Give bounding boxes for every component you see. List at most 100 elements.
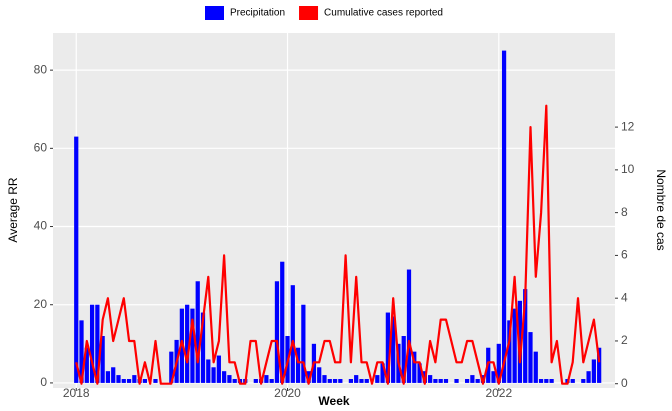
- bar: [438, 379, 443, 383]
- x-tick-label: 2022: [485, 386, 512, 400]
- bar: [216, 355, 221, 383]
- bar: [401, 336, 406, 383]
- bar: [417, 363, 422, 383]
- bar: [269, 379, 274, 383]
- bar: [433, 379, 438, 383]
- y2-tick-label: 8: [621, 205, 628, 219]
- bar: [443, 379, 449, 383]
- bar: [475, 379, 480, 383]
- y-tick-label: 60: [34, 141, 48, 155]
- bar: [570, 379, 575, 383]
- bar: [412, 351, 417, 383]
- bar: [470, 375, 475, 383]
- bar: [121, 379, 126, 383]
- bar: [406, 269, 412, 383]
- bar: [195, 281, 200, 383]
- bar: [538, 379, 544, 383]
- bar: [111, 367, 116, 383]
- marks: [74, 50, 602, 385]
- bar: [280, 261, 285, 383]
- bar: [179, 308, 184, 383]
- bar: [306, 371, 311, 383]
- legend-swatch: [205, 6, 224, 20]
- bar: [348, 379, 354, 383]
- bar: [385, 312, 390, 383]
- bar: [528, 332, 533, 383]
- bar: [132, 375, 137, 383]
- bar: [200, 312, 206, 383]
- bar: [190, 308, 195, 383]
- bar: [264, 375, 269, 383]
- bar: [84, 347, 89, 383]
- bar: [533, 351, 538, 383]
- bar: [274, 281, 280, 383]
- bar: [591, 359, 596, 383]
- bar: [100, 336, 105, 383]
- bar: [206, 359, 211, 383]
- bar: [586, 371, 591, 383]
- y-tick-label: 0: [40, 375, 47, 389]
- y-axis-title: Average RR: [6, 177, 20, 242]
- y-tick-label: 20: [34, 297, 48, 311]
- bar: [332, 379, 338, 383]
- bar: [597, 347, 602, 383]
- bar: [380, 363, 385, 383]
- y-tick-label: 40: [34, 219, 48, 233]
- bar: [364, 379, 369, 383]
- bar: [185, 304, 190, 383]
- bar: [253, 379, 258, 383]
- bar: [512, 308, 517, 383]
- bar: [496, 343, 501, 383]
- y2-tick-label: 0: [621, 376, 628, 390]
- bar: [354, 375, 359, 383]
- legend-swatch: [299, 6, 319, 20]
- bar: [359, 379, 364, 383]
- x-axis-title: Week: [318, 394, 349, 406]
- bar: [232, 379, 237, 383]
- bar: [322, 375, 327, 383]
- bar: [211, 367, 216, 383]
- bar: [549, 379, 554, 383]
- bar: [126, 379, 132, 383]
- bar: [95, 304, 100, 383]
- y-tick-label: 80: [34, 62, 48, 76]
- y2-tick-label: 2: [621, 333, 628, 347]
- y2-axis-title: Nombre de cas: [654, 169, 668, 250]
- bar: [428, 375, 433, 383]
- bar: [517, 300, 523, 383]
- x-tick-label: 2020: [274, 386, 301, 400]
- y2-tick-label: 6: [621, 248, 628, 262]
- bar: [317, 367, 322, 383]
- bar: [153, 379, 158, 383]
- bar: [142, 379, 148, 383]
- bar: [464, 379, 470, 383]
- bar: [89, 304, 95, 383]
- legend-label: Precipitation: [230, 8, 285, 19]
- bar: [105, 371, 111, 383]
- line: [75, 104, 601, 385]
- bar: [544, 379, 549, 383]
- x-tick-label: 2018: [63, 386, 90, 400]
- bar: [523, 289, 528, 383]
- bar: [79, 320, 84, 383]
- bar: [375, 375, 380, 383]
- bar: [74, 136, 79, 383]
- bar: [295, 347, 301, 383]
- bar: [169, 351, 174, 383]
- bar: [338, 379, 343, 383]
- legend-label: Cumulative cases reported: [324, 8, 443, 19]
- y2-tick-label: 4: [621, 290, 628, 304]
- y2-tick-label: 12: [621, 119, 635, 133]
- bar: [391, 316, 396, 383]
- bar: [327, 379, 332, 383]
- bar: [581, 379, 586, 383]
- y2-tick-label: 10: [621, 162, 635, 176]
- bar: [491, 371, 496, 383]
- bar: [454, 379, 459, 383]
- bar: [227, 375, 232, 383]
- bar: [301, 304, 306, 383]
- bar: [501, 50, 507, 383]
- bar: [507, 320, 512, 383]
- bar: [222, 371, 227, 383]
